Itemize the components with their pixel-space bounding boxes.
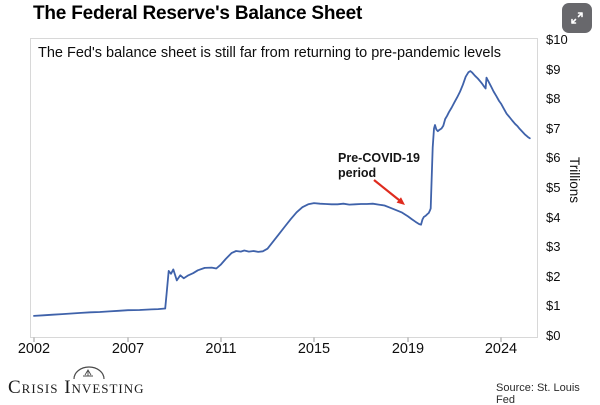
y-axis-tick-label: $9 <box>546 61 561 77</box>
chart-subtitle: The Fed's balance sheet is still far fro… <box>38 45 501 61</box>
x-axis-tick-label: 2024 <box>484 341 518 357</box>
y-axis-tick-label: $8 <box>546 91 561 107</box>
y-axis-tick-label: $10 <box>546 32 568 47</box>
y-axis-tick-label: $3 <box>546 239 561 255</box>
y-axis-tick-label: $1 <box>546 298 561 314</box>
source-credit: Source: St. Louis Fed <box>496 382 580 405</box>
crisis-investing-logo[interactable]: Crisis Investing <box>8 377 145 398</box>
y-axis-tick-label: $5 <box>546 180 561 195</box>
y-axis-tick-label: $4 <box>546 209 561 225</box>
expand-icon[interactable] <box>562 3 592 33</box>
chart-plot-area <box>30 38 538 338</box>
y-axis-tick-label: $6 <box>546 150 561 166</box>
y-axis-tick-label: $7 <box>546 120 561 136</box>
chart-annotation: Pre-COVID-19 period <box>338 151 420 181</box>
annotation-line-2: period <box>338 166 377 180</box>
expand-arrows-glyph <box>571 12 583 24</box>
x-axis-ticks <box>33 337 502 342</box>
x-axis-tick-label: 2002 <box>17 341 51 357</box>
x-axis-tick-label: 2015 <box>297 341 331 357</box>
y-axis-title: Trillions <box>567 157 582 204</box>
annotation-line-1: Pre-COVID-19 <box>338 151 420 165</box>
x-axis-tick-label: 2011 <box>205 341 237 357</box>
y-axis-tick-label: $2 <box>546 268 561 284</box>
page-title: The Federal Reserve's Balance Sheet <box>33 3 363 24</box>
x-axis-tick-label: 2007 <box>111 341 145 357</box>
y-axis-tick-label: $0 <box>546 328 561 343</box>
x-axis-tick-label: 2019 <box>391 341 425 357</box>
arch-emblem-icon <box>73 366 105 380</box>
